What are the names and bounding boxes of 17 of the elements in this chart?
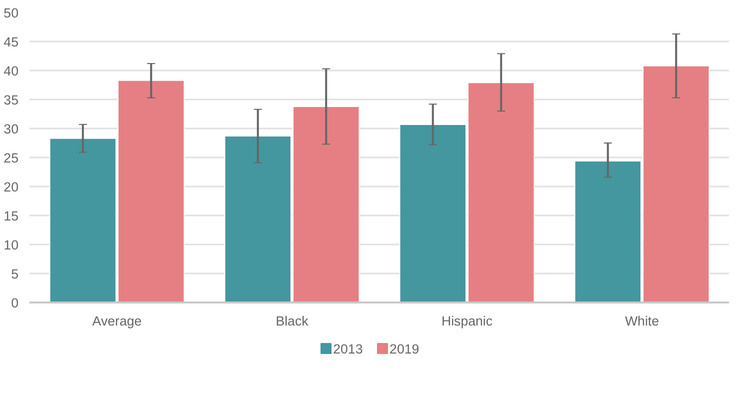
y-tick-label: 30 bbox=[4, 122, 19, 136]
y-tick-label: 40 bbox=[4, 64, 19, 78]
y-tick-label: 0 bbox=[11, 296, 19, 310]
y-tick-label: 20 bbox=[4, 180, 19, 194]
x-tick-label: Black bbox=[276, 314, 309, 328]
y-tick-label: 10 bbox=[4, 238, 19, 252]
legend-label: 2013 bbox=[333, 342, 363, 356]
y-tick-label: 35 bbox=[4, 92, 19, 108]
y-tick-label: 15 bbox=[4, 208, 19, 224]
x-tick-label: Average bbox=[92, 314, 142, 328]
legend-label: 2019 bbox=[390, 342, 420, 356]
x-tick-label: White bbox=[624, 314, 660, 328]
x-tick-label: Hispanic bbox=[441, 314, 493, 328]
y-tick-label: 50 bbox=[4, 6, 19, 20]
y-tick-label: 25 bbox=[4, 150, 19, 166]
y-tick-label: 45 bbox=[4, 34, 19, 50]
y-tick-label: 5 bbox=[11, 266, 19, 282]
